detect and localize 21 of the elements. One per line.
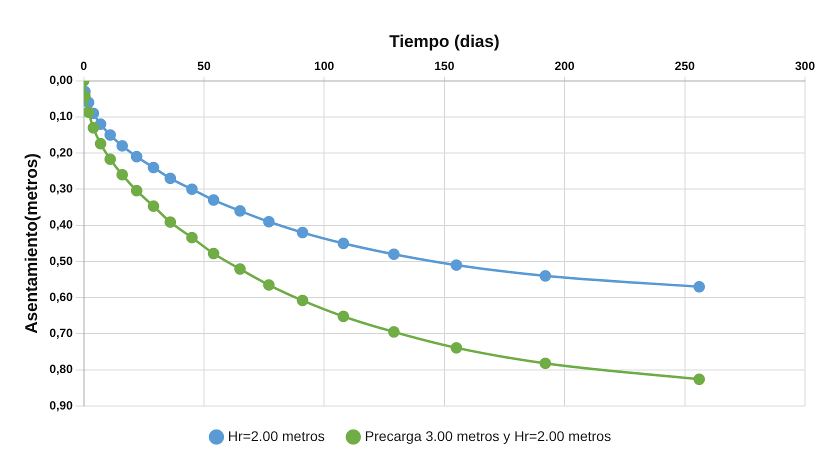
y-tick-label: 0,10 — [49, 109, 74, 124]
y-axis-title: Asentamiento(metros) — [22, 153, 41, 334]
x-tick-label: 250 — [674, 58, 696, 73]
x-axis-title: Tiempo (dias) — [389, 32, 500, 51]
y-tick-label: 0,50 — [49, 254, 74, 268]
legend-label: Hr=2.00 metros — [228, 428, 325, 444]
y-tick-label: 0,80 — [49, 362, 74, 376]
x-tick-label: 100 — [314, 58, 334, 73]
legend-label: Precarga 3.00 metros y Hr=2.00 metros — [364, 428, 612, 444]
x-tick-label: 150 — [434, 58, 455, 73]
y-tick-label: 0,40 — [49, 218, 74, 232]
y-tick-label: 0,20 — [49, 145, 74, 160]
x-tick-label: 50 — [197, 58, 211, 73]
x-tick-label: 200 — [554, 58, 575, 73]
y-tick-label: 0,00 — [49, 73, 74, 88]
x-tick-label: 300 — [794, 58, 816, 73]
y-tick-label: 0,60 — [49, 290, 74, 304]
y-tick-label: 0,90 — [49, 398, 74, 412]
x-tick-label: 0 — [80, 58, 88, 73]
y-tick-label: 0,30 — [49, 182, 74, 196]
y-tick-label: 0,70 — [49, 326, 74, 340]
